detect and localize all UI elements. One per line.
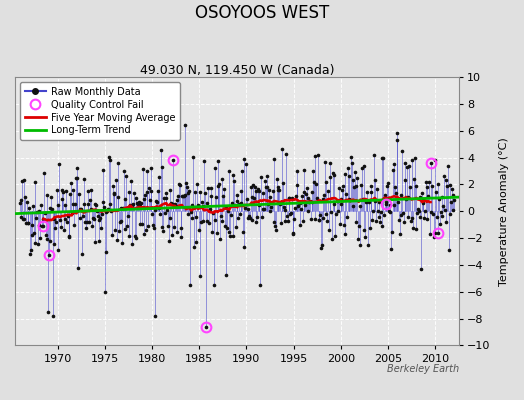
Legend: Raw Monthly Data, Quality Control Fail, Five Year Moving Average, Long-Term Tren: Raw Monthly Data, Quality Control Fail, …: [20, 82, 180, 140]
Title: 49.030 N, 119.450 W (Canada): 49.030 N, 119.450 W (Canada): [140, 64, 334, 77]
Text: OSOYOOS WEST: OSOYOOS WEST: [195, 4, 329, 22]
Y-axis label: Temperature Anomaly (°C): Temperature Anomaly (°C): [499, 137, 509, 286]
Text: Berkeley Earth: Berkeley Earth: [387, 364, 459, 374]
